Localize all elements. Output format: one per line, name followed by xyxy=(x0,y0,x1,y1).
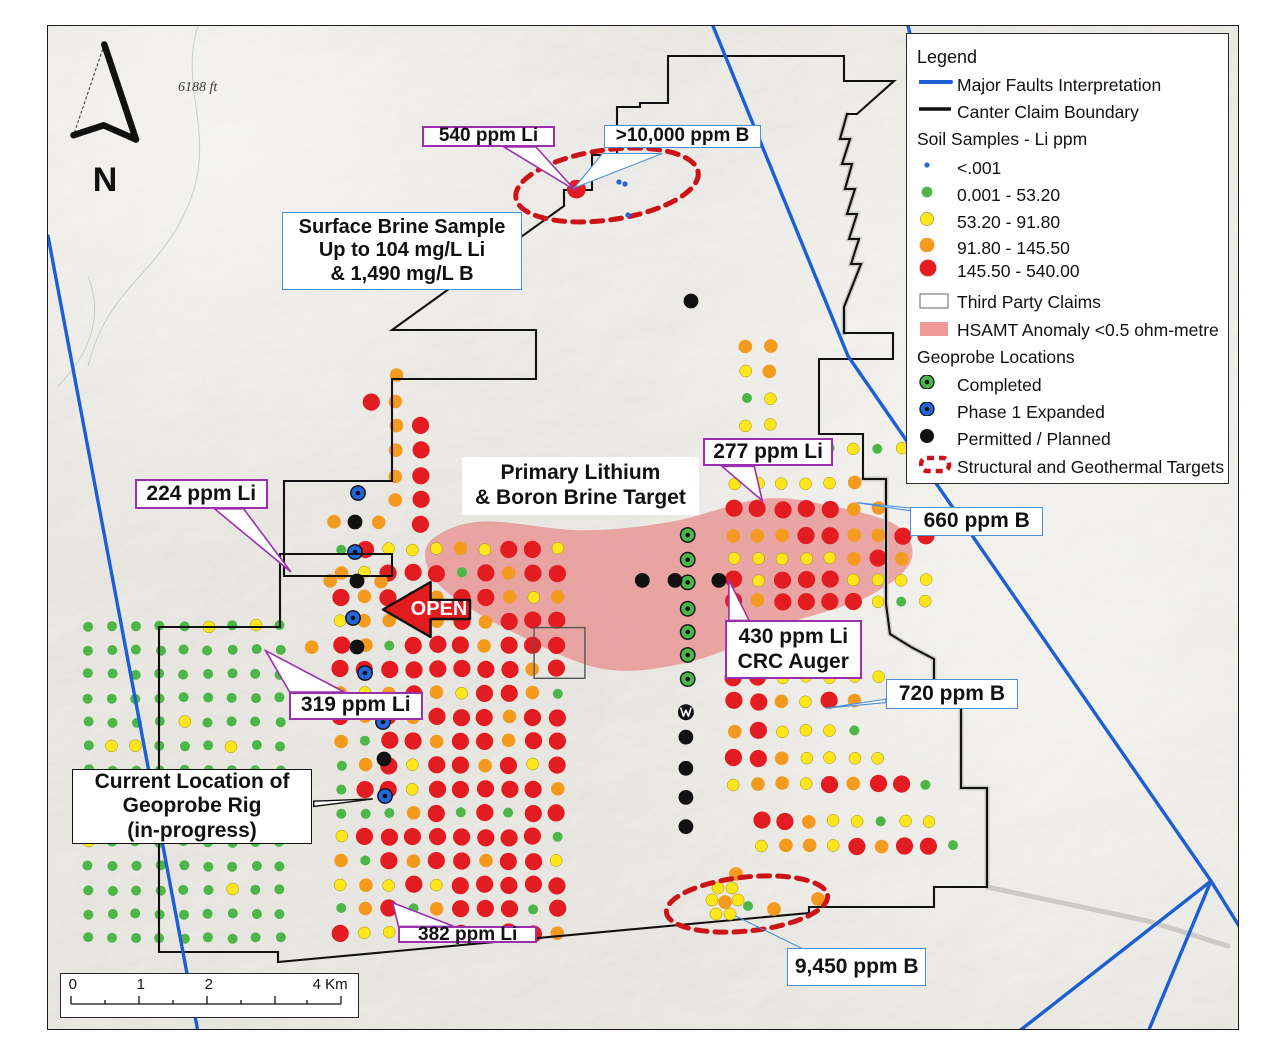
svg-text:N: N xyxy=(93,161,118,199)
svg-text:OPEN: OPEN xyxy=(411,598,468,620)
svg-text:6188 ft: 6188 ft xyxy=(178,80,218,95)
